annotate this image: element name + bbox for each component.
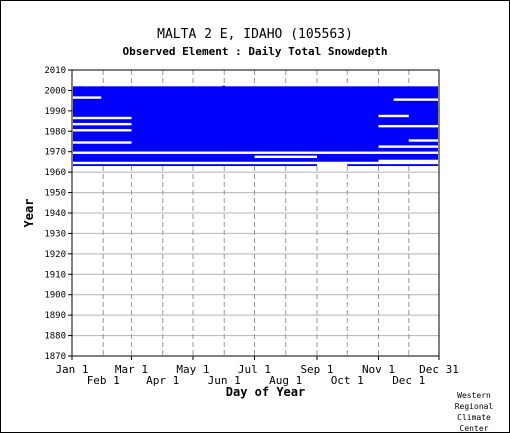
missing-data-gap [72, 151, 439, 154]
x-tick-label: Jan 1 [55, 363, 88, 376]
credit-line: Western [457, 391, 491, 400]
x-tick-label: Dec 31 [419, 363, 459, 376]
credit-line: Center [459, 424, 489, 433]
data-point [101, 86, 105, 88]
x-tick-label: Dec 1 [392, 374, 425, 387]
y-tick-label: 1930 [44, 229, 66, 239]
x-tick-label: Nov 1 [362, 363, 395, 376]
missing-data-gap [393, 98, 439, 101]
missing-data-gap [254, 155, 318, 159]
y-tick-label: 1940 [44, 209, 66, 219]
data-point [418, 87, 422, 89]
x-tick-label: Jul 1 [238, 363, 271, 376]
missing-data-gap [378, 114, 409, 118]
missing-data-gap [72, 116, 132, 120]
y-tick-label: 1990 [44, 107, 66, 117]
y-tick-label: 1980 [44, 127, 66, 137]
y-tick-label: 1950 [44, 189, 66, 199]
missing-data-gap [72, 96, 102, 99]
y-tick-label: 1920 [44, 250, 66, 260]
y-tick-label: 1890 [44, 311, 66, 321]
y-tick-label: 2000 [44, 86, 66, 96]
x-tick-label: May 1 [176, 363, 209, 376]
credit-line: Regional [454, 402, 494, 411]
data-point [393, 87, 397, 90]
x-tick-label: Mar 1 [115, 363, 148, 376]
missing-data-gap [408, 139, 439, 142]
x-tick-label: Apr 1 [146, 374, 179, 387]
wrcc-credit: Western Regional Climate Center [449, 390, 499, 434]
chart-title: MALTA 2 E, IDAHO (105563) [157, 27, 353, 42]
x-axis-label: Day of Year [226, 385, 305, 399]
data-point [79, 86, 83, 88]
missing-data-gap [317, 163, 348, 167]
missing-data-gap [378, 145, 439, 148]
x-tick-label: Oct 1 [331, 374, 364, 387]
data-point [222, 85, 226, 88]
missing-data-gap [72, 122, 132, 126]
x-tick-label: Jun 1 [208, 374, 241, 387]
missing-data-gap [72, 141, 132, 144]
y-tick-label: 1900 [44, 291, 66, 301]
missing-data-gap [72, 161, 439, 165]
y-tick-label: 1970 [44, 148, 66, 158]
y-tick-label: 1880 [44, 332, 66, 342]
y-axis-label: Year [22, 199, 36, 228]
x-tick-label: Feb 1 [87, 374, 120, 387]
y-tick-label: 1960 [44, 168, 66, 178]
missing-data-gap [72, 129, 132, 132]
x-tick-label: Sep 1 [300, 363, 333, 376]
chart-subtitle: Observed Element : Daily Total Snowdepth [122, 45, 388, 58]
y-tick-label: 1870 [44, 352, 66, 362]
missing-data-gap [378, 124, 439, 128]
x-tick-label: Aug 1 [269, 374, 302, 387]
y-tick-label: 1910 [44, 270, 66, 280]
missing-data-gap [378, 159, 439, 163]
y-tick-label: 2010 [44, 66, 66, 76]
credit-line: Climate [457, 413, 491, 422]
